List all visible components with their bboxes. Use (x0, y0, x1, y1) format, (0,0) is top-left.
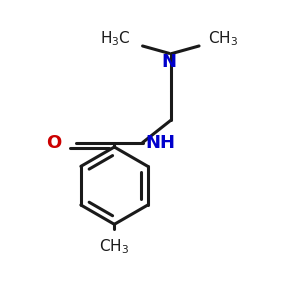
Text: NH: NH (146, 134, 176, 152)
Text: CH$_3$: CH$_3$ (99, 237, 129, 256)
Text: CH$_3$: CH$_3$ (208, 29, 238, 48)
Text: H$_3$C: H$_3$C (100, 29, 131, 48)
Text: N: N (162, 53, 177, 71)
Text: O: O (46, 134, 61, 152)
